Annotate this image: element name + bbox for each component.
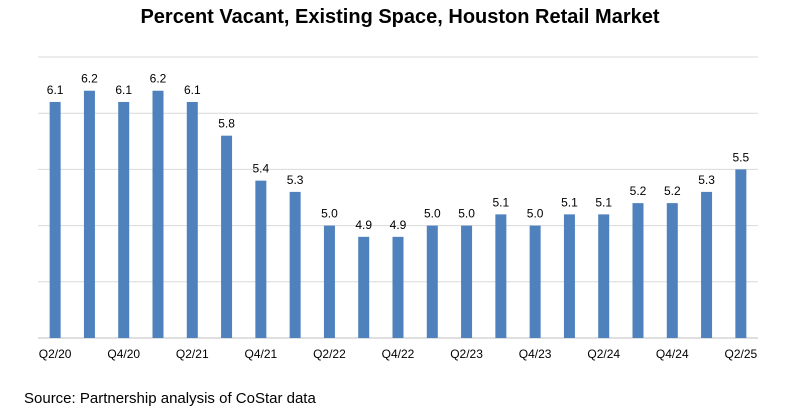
value-label: 6.2 — [150, 72, 167, 86]
bar-Q2/25 — [735, 169, 747, 338]
value-labels: 6.1 6.2 6.1 6.2 6.1 5.8 5.4 5.3 5.0 4.9 4.9 5.0 5.0 5… — [47, 72, 750, 232]
bar-Q3/22 — [358, 236, 370, 338]
value-label: 6.1 — [184, 83, 201, 97]
bar-Q4/21 — [255, 180, 267, 338]
value-label: 5.0 — [458, 207, 475, 221]
value-label: 5.0 — [424, 207, 441, 221]
bar-Q4/24 — [666, 203, 678, 338]
value-label: 5.2 — [664, 184, 681, 198]
bar-Q3/21 — [221, 135, 233, 338]
source-note: Source: Partnership analysis of CoStar d… — [24, 390, 316, 407]
value-label: 5.1 — [561, 195, 578, 209]
bar-Q3/20 — [83, 90, 95, 338]
value-label: 6.1 — [115, 83, 132, 97]
value-label: 6.2 — [81, 72, 98, 86]
bar-Q1/21 — [152, 90, 164, 338]
bar-Q4/20 — [118, 101, 130, 339]
value-label: 5.1 — [595, 195, 612, 209]
bar-Q3/23 — [495, 214, 507, 338]
bar-Q1/25 — [701, 191, 713, 338]
value-label: 5.8 — [218, 117, 235, 131]
bar-Q2/24 — [598, 214, 610, 338]
x-tick-label: Q2/25 — [725, 347, 758, 361]
value-label: 5.3 — [698, 173, 715, 187]
bar-Q4/22 — [392, 236, 404, 338]
value-label: 5.4 — [253, 162, 270, 176]
value-label: 5.3 — [287, 173, 304, 187]
x-tick-label: Q2/22 — [313, 347, 346, 361]
value-label: 5.0 — [527, 207, 544, 221]
value-label: 5.5 — [733, 150, 750, 164]
bar-Q4/23 — [529, 225, 541, 338]
x-tick-label: Q2/24 — [587, 347, 620, 361]
x-tick-label: Q2/23 — [450, 347, 483, 361]
value-label: 5.2 — [630, 184, 647, 198]
bar-Q1/24 — [563, 214, 575, 338]
bar-Q3/24 — [632, 203, 644, 338]
x-tick-label: Q2/20 — [39, 347, 72, 361]
x-tick-labels: Q2/20 Q4/20 Q2/21 Q4/21 Q2/22 Q4/22 Q2/23 Q4/23… — [39, 347, 758, 361]
value-label: 5.1 — [493, 195, 510, 209]
x-tick-label: Q4/24 — [656, 347, 689, 361]
x-tick-label: Q2/21 — [176, 347, 209, 361]
value-label: 4.9 — [355, 218, 372, 232]
value-label: 5.0 — [321, 207, 338, 221]
bar-Q1/22 — [289, 191, 301, 338]
value-label: 6.1 — [47, 83, 64, 97]
x-tick-label: Q4/21 — [245, 347, 278, 361]
bar-Q2/23 — [461, 225, 473, 338]
bars — [49, 90, 747, 339]
value-label: 4.9 — [390, 218, 407, 232]
x-tick-label: Q4/20 — [107, 347, 140, 361]
bar-Q2/21 — [186, 101, 198, 339]
x-tick-label: Q4/23 — [519, 347, 552, 361]
x-tick-label: Q4/22 — [382, 347, 415, 361]
bar-Q2/20 — [49, 101, 61, 339]
bar-Q2/22 — [323, 225, 335, 338]
chart-title: Percent Vacant, Existing Space, Houston … — [140, 6, 660, 28]
bar-Q1/23 — [426, 225, 438, 338]
